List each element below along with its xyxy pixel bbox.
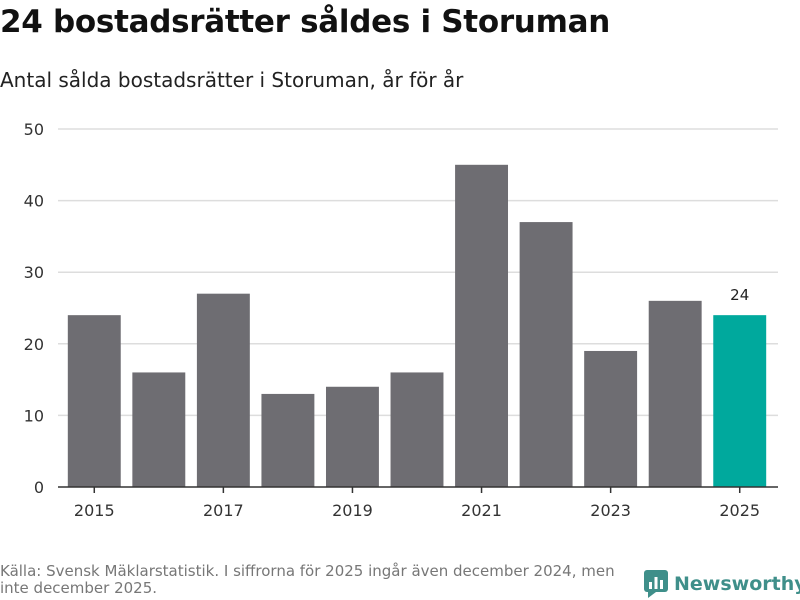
bar-chart: 0 10 20 30 40 50 24 2015 2017 2019 2021 2023 2025 [24, 120, 778, 520]
source-note: Källa: Svensk Mäklarstatistik. I siffror… [0, 562, 615, 597]
bar-2018 [261, 393, 315, 487]
bar-2023 [584, 350, 638, 487]
x-tick-label: 2023 [590, 501, 631, 520]
bar-2016 [132, 372, 186, 487]
bar-2022 [519, 222, 573, 487]
bar-2021 [455, 164, 509, 488]
y-tick-label: 50 [24, 120, 44, 139]
y-tick-label: 20 [24, 335, 44, 354]
x-tick-label: 2019 [332, 501, 373, 520]
brand-logo: Newsworthy [644, 570, 800, 598]
y-tick-label: 0 [34, 478, 44, 497]
bar-2015 [67, 315, 121, 487]
bar-2017 [196, 293, 250, 487]
newsworthy-logo-icon [644, 570, 668, 598]
bar-2019 [325, 386, 379, 487]
bar-2020 [390, 372, 444, 487]
x-tick-label: 2015 [74, 501, 115, 520]
x-tick-label: 2025 [719, 501, 760, 520]
brand-name: Newsworthy [674, 573, 800, 595]
x-tick-label: 2017 [203, 501, 244, 520]
y-tick-label: 30 [24, 263, 44, 282]
y-tick-label: 10 [24, 406, 44, 425]
chart-subtitle: Antal sålda bostadsrätter i Storuman, år… [0, 68, 464, 92]
x-tick-label: 2021 [461, 501, 502, 520]
chart-title: 24 bostadsrätter såldes i Storuman [0, 4, 610, 40]
y-tick-label: 40 [24, 192, 44, 211]
bar-2024 [648, 300, 702, 487]
bar-2025 [713, 315, 767, 487]
data-label: 24 [730, 286, 749, 304]
